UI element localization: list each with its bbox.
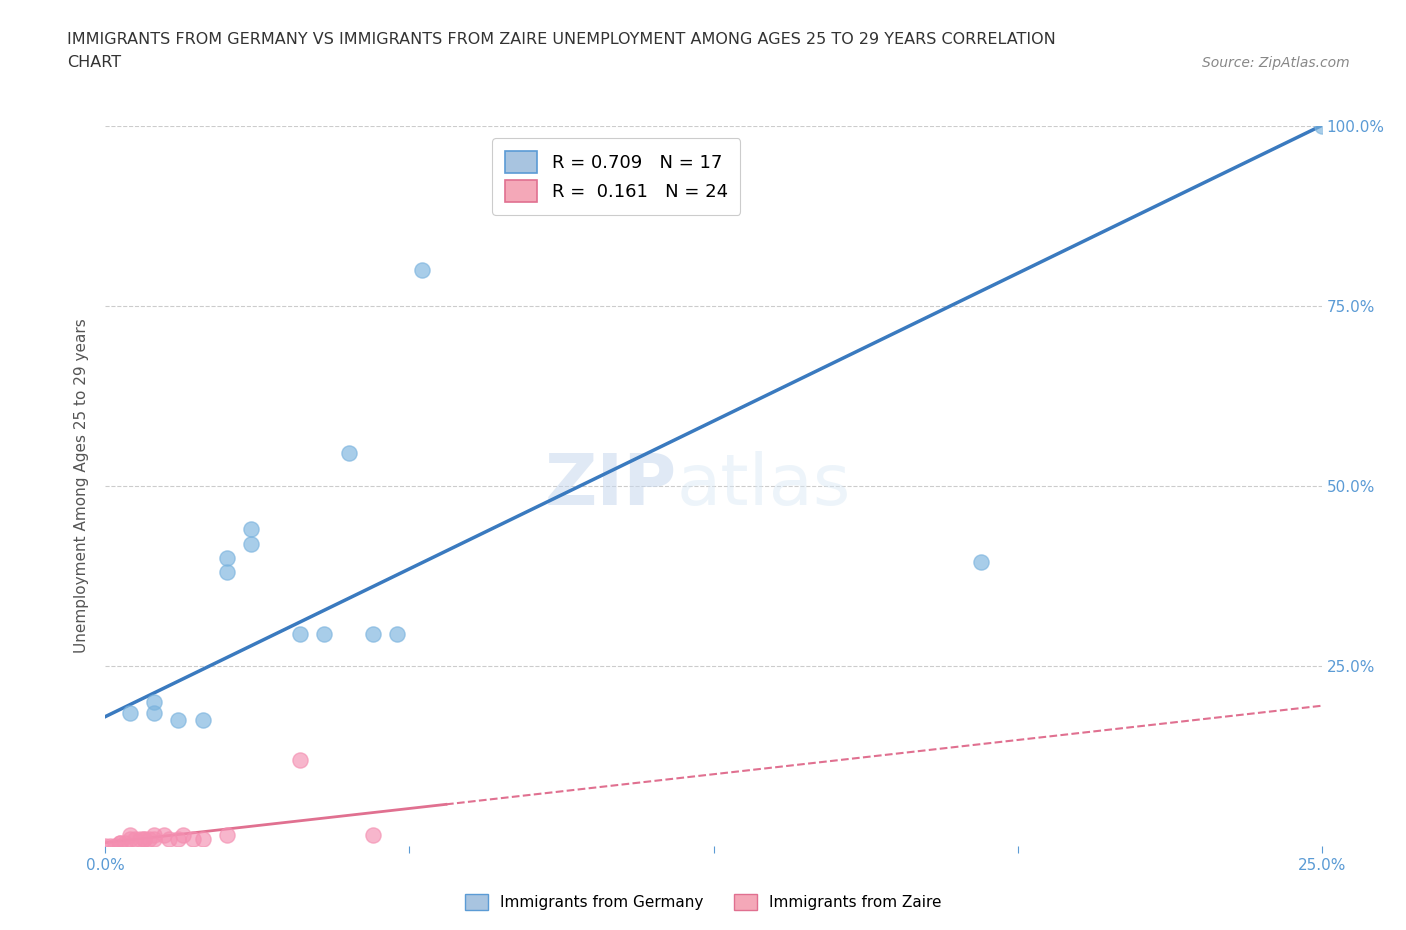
Point <box>118 706 141 721</box>
Point <box>181 831 204 846</box>
Point <box>172 828 194 843</box>
Text: Source: ZipAtlas.com: Source: ZipAtlas.com <box>1202 56 1350 70</box>
Point <box>143 828 166 843</box>
Point <box>108 835 131 850</box>
Legend: Immigrants from Germany, Immigrants from Zaire: Immigrants from Germany, Immigrants from… <box>457 886 949 918</box>
Point <box>134 831 156 846</box>
Point <box>167 712 190 727</box>
Point <box>118 828 141 843</box>
Text: IMMIGRANTS FROM GERMANY VS IMMIGRANTS FROM ZAIRE UNEMPLOYMENT AMONG AGES 25 TO 2: IMMIGRANTS FROM GERMANY VS IMMIGRANTS FR… <box>67 32 1056 46</box>
Point <box>108 835 131 850</box>
Point <box>153 828 176 843</box>
Point <box>138 831 160 846</box>
Text: atlas: atlas <box>678 451 852 521</box>
Text: ZIP: ZIP <box>544 451 678 521</box>
Point <box>288 752 311 767</box>
Point <box>1310 118 1333 133</box>
Point <box>134 831 156 846</box>
Point <box>240 522 263 537</box>
Point <box>143 831 166 846</box>
Point <box>94 839 117 854</box>
Point <box>387 626 409 641</box>
Point <box>118 831 141 846</box>
Y-axis label: Unemployment Among Ages 25 to 29 years: Unemployment Among Ages 25 to 29 years <box>75 319 90 653</box>
Point <box>217 551 239 565</box>
Point <box>128 831 150 846</box>
Point <box>361 626 384 641</box>
Point <box>167 831 190 846</box>
Point <box>124 831 146 846</box>
Point <box>970 554 993 569</box>
Point <box>143 695 166 710</box>
Point <box>240 537 263 551</box>
Text: CHART: CHART <box>67 55 121 70</box>
Point <box>191 831 214 846</box>
Point <box>217 828 239 843</box>
Point <box>288 626 311 641</box>
Point <box>114 835 136 850</box>
Point <box>98 839 121 854</box>
Point <box>411 262 433 277</box>
Point <box>361 828 384 843</box>
Point <box>104 839 127 854</box>
Point <box>217 565 239 580</box>
Legend: R = 0.709   N = 17, R =  0.161   N = 24: R = 0.709 N = 17, R = 0.161 N = 24 <box>492 139 741 215</box>
Point <box>157 831 180 846</box>
Point <box>191 712 214 727</box>
Point <box>143 706 166 721</box>
Point <box>337 446 360 461</box>
Point <box>314 626 336 641</box>
